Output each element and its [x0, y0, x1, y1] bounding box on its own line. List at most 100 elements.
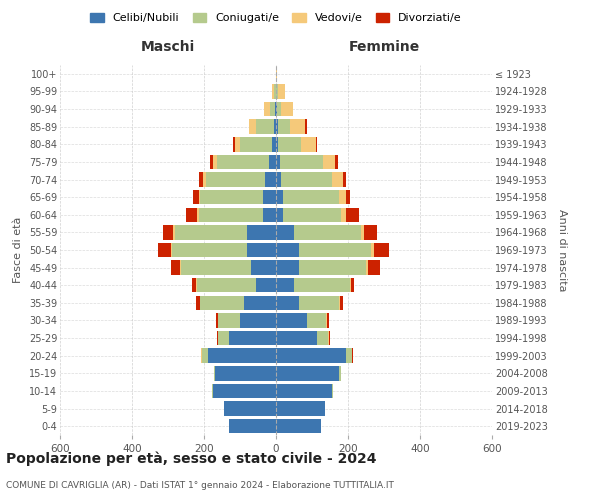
Bar	[200, 190, 263, 204]
Text: Femmine: Femmine	[349, 40, 419, 54]
Bar	[200, 296, 244, 310]
Bar	[181, 260, 251, 275]
Bar	[280, 154, 323, 169]
Bar	[281, 102, 293, 117]
Bar	[374, 243, 389, 257]
Bar	[247, 243, 276, 257]
Bar	[339, 190, 346, 204]
Bar	[307, 314, 326, 328]
Bar	[368, 260, 380, 275]
Bar	[283, 208, 341, 222]
Bar	[276, 243, 299, 257]
Bar	[276, 102, 277, 117]
Bar	[218, 314, 240, 328]
Bar	[276, 84, 278, 98]
Text: Maschi: Maschi	[141, 40, 195, 54]
Bar	[317, 331, 328, 345]
Y-axis label: Anni di nascita: Anni di nascita	[557, 209, 567, 291]
Bar	[249, 120, 256, 134]
Bar	[197, 278, 256, 292]
Bar	[216, 314, 218, 328]
Bar	[276, 314, 307, 328]
Bar	[294, 225, 361, 240]
Bar	[240, 137, 272, 152]
Bar	[290, 120, 305, 134]
Bar	[276, 260, 299, 275]
Y-axis label: Fasce di età: Fasce di età	[13, 217, 23, 283]
Bar	[233, 137, 235, 152]
Bar	[326, 314, 327, 328]
Bar	[193, 190, 199, 204]
Bar	[276, 348, 346, 363]
Bar	[335, 154, 338, 169]
Bar	[218, 331, 229, 345]
Bar	[265, 172, 276, 186]
Bar	[274, 120, 276, 134]
Bar	[272, 137, 276, 152]
Bar	[229, 331, 276, 345]
Bar	[158, 243, 170, 257]
Bar	[263, 208, 276, 222]
Bar	[276, 208, 283, 222]
Bar	[346, 208, 359, 222]
Bar	[294, 278, 350, 292]
Bar	[276, 384, 332, 398]
Bar	[281, 172, 332, 186]
Bar	[299, 260, 366, 275]
Bar	[203, 172, 206, 186]
Bar	[201, 348, 202, 363]
Bar	[199, 208, 263, 222]
Bar	[247, 225, 276, 240]
Bar	[175, 225, 247, 240]
Bar	[208, 348, 276, 363]
Bar	[213, 154, 217, 169]
Bar	[172, 243, 247, 257]
Bar	[202, 348, 208, 363]
Bar	[361, 225, 364, 240]
Bar	[276, 172, 281, 186]
Bar	[264, 102, 269, 117]
Bar	[235, 137, 240, 152]
Text: COMUNE DI CAVRIGLIA (AR) - Dati ISTAT 1° gennaio 2024 - Elaborazione TUTTITALIA.: COMUNE DI CAVRIGLIA (AR) - Dati ISTAT 1°…	[6, 480, 394, 490]
Bar	[276, 154, 280, 169]
Bar	[346, 348, 352, 363]
Bar	[193, 278, 196, 292]
Bar	[217, 331, 218, 345]
Bar	[196, 296, 200, 310]
Bar	[316, 137, 317, 152]
Bar	[275, 102, 276, 117]
Bar	[341, 208, 346, 222]
Bar	[346, 190, 350, 204]
Bar	[229, 419, 276, 434]
Bar	[224, 402, 276, 416]
Bar	[256, 120, 274, 134]
Bar	[276, 120, 278, 134]
Bar	[352, 348, 353, 363]
Bar	[210, 154, 213, 169]
Bar	[299, 296, 339, 310]
Bar	[276, 419, 321, 434]
Bar	[212, 384, 213, 398]
Bar	[251, 260, 276, 275]
Bar	[328, 331, 329, 345]
Bar	[214, 366, 215, 380]
Bar	[278, 137, 301, 152]
Bar	[371, 243, 374, 257]
Bar	[276, 402, 325, 416]
Bar	[276, 66, 277, 81]
Bar	[283, 190, 339, 204]
Bar	[277, 102, 281, 117]
Bar	[217, 154, 269, 169]
Bar	[339, 366, 341, 380]
Bar	[244, 296, 276, 310]
Bar	[269, 102, 275, 117]
Bar	[301, 137, 316, 152]
Bar	[173, 225, 175, 240]
Bar	[364, 225, 377, 240]
Bar	[274, 84, 276, 98]
Bar	[276, 278, 294, 292]
Bar	[332, 172, 343, 186]
Bar	[199, 190, 200, 204]
Text: Popolazione per età, sesso e stato civile - 2024: Popolazione per età, sesso e stato civil…	[6, 451, 377, 466]
Bar	[196, 278, 197, 292]
